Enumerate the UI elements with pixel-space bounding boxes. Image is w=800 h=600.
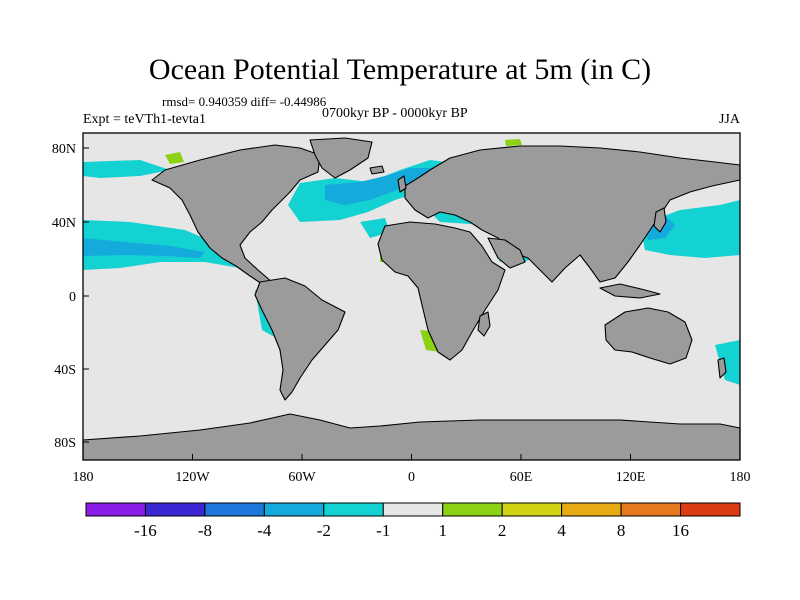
colorbar-label: 8 — [617, 521, 626, 540]
north-pacific-east-cool-patch — [83, 220, 250, 270]
colorbar-bin — [85, 502, 146, 517]
y-tick-label: 0 — [69, 290, 76, 305]
africa — [377, 221, 506, 361]
y-tick-label: 80N — [52, 142, 76, 157]
north-america — [151, 144, 321, 285]
colorbar-label: -16 — [134, 521, 157, 540]
colorbar-bin — [442, 502, 503, 517]
colorbar-bin — [680, 502, 741, 517]
colorbar-bin — [382, 502, 444, 517]
north-pacific-west-cool-patch — [640, 200, 740, 258]
period-label: 0700kyr BP - 0000kyr BP — [322, 106, 468, 121]
arabia — [487, 237, 526, 269]
indonesia — [599, 283, 661, 299]
colorbar-label: -1 — [376, 521, 390, 540]
colorbar-bin — [204, 502, 265, 517]
colorbar-label: 16 — [672, 521, 689, 540]
y-tick-label: 40N — [52, 216, 76, 231]
colorbar-bin — [561, 502, 622, 517]
iceland — [369, 165, 385, 175]
colorbar-label: 4 — [557, 521, 566, 540]
uk — [397, 175, 407, 193]
australia — [604, 307, 693, 365]
south-america — [254, 277, 346, 401]
colorbar-bin — [620, 502, 682, 517]
colorbar-bin — [263, 502, 325, 517]
land-masses — [82, 137, 741, 461]
arctic-cool-patch — [83, 160, 170, 178]
colorbar-label: 2 — [498, 521, 507, 540]
x-tick-label: 120W — [175, 470, 210, 485]
x-tick-label: 180 — [73, 470, 94, 485]
warm-patch-arctic-1 — [165, 152, 184, 164]
japan — [653, 207, 667, 233]
tick-marks — [82, 147, 741, 460]
colorbar-label: -4 — [257, 521, 272, 540]
x-tick-label: 180 — [730, 470, 751, 485]
colorbar-bin — [323, 502, 384, 517]
southwest-pacific-cool-patch — [715, 340, 740, 385]
madagascar — [477, 311, 491, 337]
greenland — [309, 137, 373, 179]
colorbar-label: -2 — [317, 521, 331, 540]
y-tick-label: 80S — [54, 436, 76, 451]
new-zealand — [717, 357, 727, 379]
colorbar: -16 -8 -4 -2 -1 1 2 4 8 16 — [85, 502, 741, 540]
x-axis-labels: 180 120W 60W 0 60E 120E 180 — [73, 470, 751, 485]
warm-patch-arctic-2 — [505, 139, 522, 146]
eurasia — [404, 145, 741, 283]
colorbar-label: 1 — [438, 521, 447, 540]
x-tick-label: 60E — [510, 470, 533, 485]
x-tick-label: 60W — [288, 470, 316, 485]
colorbar-label: -8 — [198, 521, 212, 540]
colorbar-bin — [501, 502, 563, 517]
colorbar-bin — [144, 502, 206, 517]
y-tick-label: 40S — [54, 363, 76, 378]
stats-text: rmsd= 0.940359 diff= -0.44986 — [162, 94, 327, 109]
x-tick-label: 0 — [408, 470, 415, 485]
experiment-label: Expt = teVTh1-tevta1 — [83, 112, 206, 127]
north-atlantic-blue-patch — [325, 168, 440, 205]
plot-title: Ocean Potential Temperature at 5m (in C) — [148, 53, 652, 86]
y-axis-labels: 80N 40N 0 40S 80S — [52, 142, 76, 451]
north-pacific-east-blue-patch — [83, 238, 205, 258]
season-label: JJA — [718, 112, 740, 127]
x-tick-label: 120E — [616, 470, 646, 485]
